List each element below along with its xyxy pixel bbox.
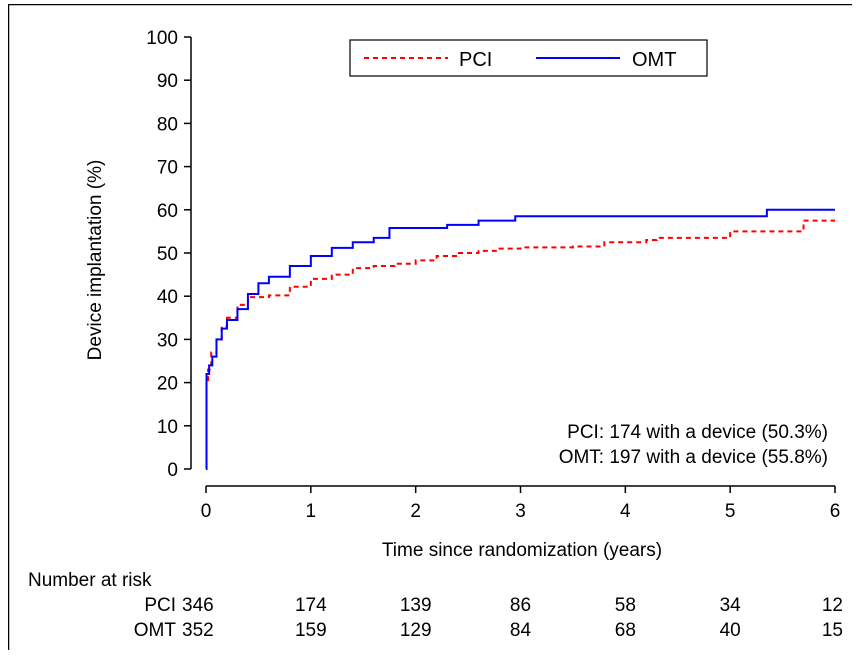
series-layer [205,208,835,470]
legend-label-omt: OMT [632,49,676,71]
y-tick-label-10: 10 [157,417,178,438]
y-tick-label-40: 40 [157,287,178,308]
y-axis-title: Device implantation (%) [85,160,106,361]
risk-row-label-omt: OMT [134,620,177,641]
y-tick-label-60: 60 [157,201,178,222]
x-tick-label-4: 4 [620,501,631,522]
y-tick-label-30: 30 [157,330,178,351]
risk-value-omt-4: 68 [615,620,636,641]
x-tick-label-2: 2 [410,501,421,522]
risk-value-omt-2: 129 [400,620,432,641]
series-line-pci [205,219,835,470]
axes: 0 10 20 30 40 50 60 70 80 90 100 0 1 2 3 4 5 6 [146,28,840,522]
risk-row-label-pci: PCI [144,595,176,616]
annotation-omt: OMT: 197 with a device (55.8%) [559,447,828,468]
risk-value-pci-0: 346 [182,595,214,616]
risk-value-omt-0: 352 [182,620,214,641]
risk-value-omt-3: 84 [510,620,532,641]
risk-table-title: Number at risk [28,570,152,591]
x-tick-label-0: 0 [201,501,212,522]
x-tick-label-1: 1 [306,501,317,522]
risk-value-omt-5: 40 [720,620,741,641]
risk-value-pci-4: 58 [615,595,636,616]
risk-value-pci-2: 139 [400,595,432,616]
risk-value-omt-1: 159 [295,620,327,641]
risk-value-pci-1: 174 [295,595,327,616]
legend-label-pci: PCI [459,49,492,71]
x-tick-label-6: 6 [830,501,841,522]
annotation-pci: PCI: 174 with a device (50.3%) [567,422,828,443]
legend: PCI OMT [349,39,708,77]
figure-frame: 0 10 20 30 40 50 60 70 80 90 100 0 1 2 3 4 5 6 PCI OMT PC… [7,3,852,650]
risk-value-pci-6: 12 [822,595,843,616]
y-tick-label-80: 80 [157,114,178,135]
x-axis-title: Time since randomization (years) [382,540,662,561]
y-tick-label-0: 0 [167,460,178,481]
y-tick-label-50: 50 [157,244,178,265]
risk-value-omt-6: 15 [822,620,843,641]
x-tick-label-3: 3 [515,501,526,522]
y-tick-label-70: 70 [157,158,178,179]
y-tick-label-20: 20 [157,374,178,395]
x-tick-label-5: 5 [725,501,736,522]
risk-value-pci-3: 86 [510,595,531,616]
risk-table: Number at risk PCI OMT 346 174 139 86 58 34 12… [28,570,843,641]
risk-value-pci-5: 34 [720,595,742,616]
y-tick-label-100: 100 [146,28,178,49]
y-tick-label-90: 90 [157,71,178,92]
series-line-omt [205,208,835,470]
